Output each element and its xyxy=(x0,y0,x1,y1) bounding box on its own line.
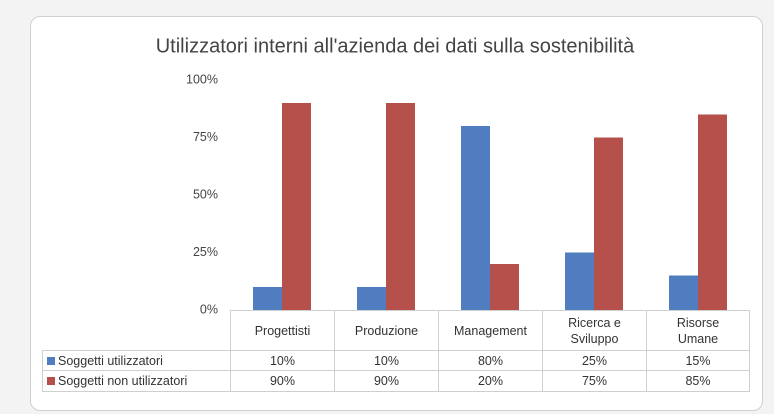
bar xyxy=(386,103,415,310)
bar xyxy=(594,137,623,310)
category-label-text: Management xyxy=(454,323,527,338)
bar xyxy=(282,103,311,310)
bar xyxy=(357,287,386,310)
category-label: Management xyxy=(438,310,542,350)
table-value: 90% xyxy=(334,370,438,392)
legend-entry: Soggetti non utilizzatori xyxy=(42,370,230,392)
category-label: Risorse Umane xyxy=(646,310,750,350)
y-tick-label: 0% xyxy=(200,302,218,316)
chart-title: Utilizzatori interni all'azienda dei dat… xyxy=(156,35,635,57)
table-value: 10% xyxy=(230,350,334,370)
category-label: Produzione xyxy=(334,310,438,350)
category-label-text: Risorse Umane xyxy=(676,315,720,346)
bar xyxy=(565,252,594,310)
table-value-text: 15% xyxy=(685,353,711,368)
table-value: 80% xyxy=(438,350,542,370)
legend-swatch xyxy=(47,377,55,385)
category-label-text: Ricerca e Sviluppo xyxy=(568,315,621,346)
table-value-text: 25% xyxy=(581,353,608,368)
category-label: Progettisti xyxy=(230,310,334,350)
bar xyxy=(461,126,490,310)
category-label-text: Progettisti xyxy=(254,323,311,338)
bar xyxy=(698,114,727,310)
table-value: 20% xyxy=(438,370,542,392)
y-tick-label: 25% xyxy=(193,245,218,259)
table-value-text: 75% xyxy=(581,374,608,388)
table-value: 85% xyxy=(646,370,750,392)
y-tick-label: 50% xyxy=(193,187,218,201)
table-value-text: 90% xyxy=(269,374,296,388)
category-label: Ricerca e Sviluppo xyxy=(542,310,646,350)
legend-swatch xyxy=(47,356,55,365)
table-value: 75% xyxy=(542,370,646,392)
table-value: 25% xyxy=(542,350,646,370)
table-value: 15% xyxy=(646,350,750,370)
table-value: 10% xyxy=(334,350,438,370)
table-value-text: 90% xyxy=(373,374,400,388)
y-tick-label: 100% xyxy=(186,72,218,86)
bar xyxy=(490,264,519,310)
table-value-text: 80% xyxy=(477,353,504,368)
bar xyxy=(669,275,698,310)
table-value-text: 10% xyxy=(373,353,400,368)
category-label-text: Produzione xyxy=(354,323,419,338)
y-tick-label: 75% xyxy=(193,130,218,144)
bar xyxy=(253,287,282,310)
table-value-text: 10% xyxy=(269,353,296,368)
legend-entry: Soggetti utilizzatori xyxy=(42,350,230,370)
legend-label: Soggetti utilizzatori xyxy=(58,353,163,368)
table-value-text: 85% xyxy=(685,374,711,388)
table-value: 90% xyxy=(230,370,334,392)
legend-label: Soggetti non utilizzatori xyxy=(58,374,188,388)
table-value-text: 20% xyxy=(477,374,504,388)
